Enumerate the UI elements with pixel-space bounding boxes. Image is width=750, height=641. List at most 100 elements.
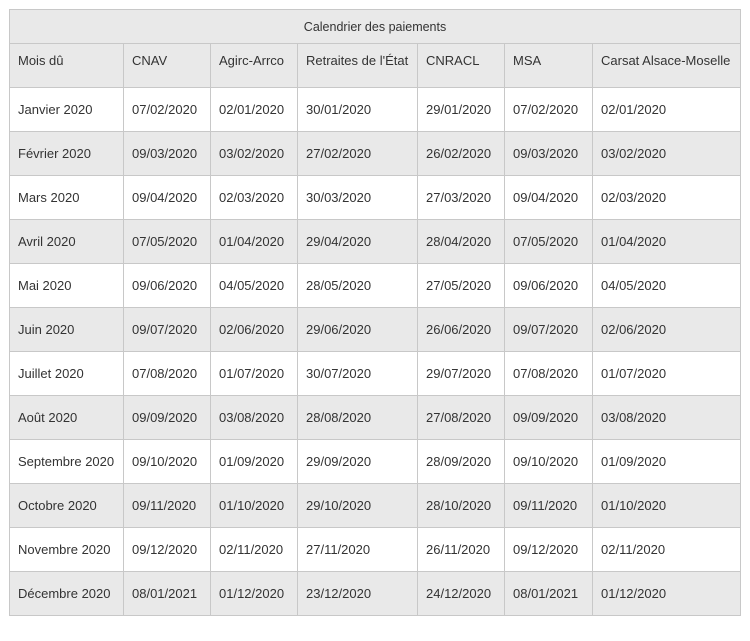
date-cell: 26/02/2020 [417, 131, 505, 176]
date-cell: 28/04/2020 [417, 219, 505, 264]
date-cell: 01/09/2020 [591, 439, 742, 484]
date-cell: 27/05/2020 [417, 263, 505, 308]
date-cell: 30/07/2020 [297, 351, 418, 396]
date-cell: 01/04/2020 [210, 219, 298, 264]
table-row: Juin 2020 09/07/2020 02/06/2020 29/06/2020 2… [9, 307, 742, 352]
table-caption: Calendrier des paiements [8, 9, 742, 44]
date-cell: 08/01/2021 [123, 571, 211, 616]
date-cell: 04/05/2020 [210, 263, 298, 308]
table-row: Mars 2020 09/04/2020 02/03/2020 30/03/2020 2… [9, 175, 742, 220]
date-cell: 01/09/2020 [210, 439, 298, 484]
date-cell: 01/12/2020 [210, 571, 298, 616]
date-cell: 09/11/2020 [504, 483, 593, 528]
table-row: Septembre 2020 09/10/2020 01/09/2020 29/09/… [9, 439, 742, 484]
date-cell: 01/04/2020 [591, 219, 742, 264]
table-row: Novembre 2020 09/12/2020 02/11/2020 27/11/2… [9, 527, 742, 572]
month-cell: Février 2020 [9, 131, 124, 176]
date-cell: 09/10/2020 [123, 439, 211, 484]
date-cell: 29/09/2020 [297, 439, 418, 484]
date-cell: 09/07/2020 [504, 307, 593, 352]
month-cell: Mars 2020 [9, 175, 124, 220]
month-cell: Avril 2020 [9, 219, 124, 264]
date-cell: 27/08/2020 [417, 395, 505, 440]
date-cell: 09/03/2020 [504, 131, 593, 176]
month-cell: Septembre 2020 [9, 439, 124, 484]
date-cell: 29/01/2020 [417, 87, 505, 132]
date-cell: 02/11/2020 [591, 527, 742, 572]
date-cell: 01/12/2020 [591, 571, 742, 616]
date-cell: 07/08/2020 [123, 351, 211, 396]
date-cell: 02/03/2020 [591, 175, 742, 220]
date-cell: 03/08/2020 [210, 395, 298, 440]
table-row: Octobre 2020 09/11/2020 01/10/2020 29/10/20… [9, 483, 742, 528]
table-body: Janvier 2020 07/02/2020 02/01/2020 30/01/20… [9, 87, 742, 616]
date-cell: 07/05/2020 [504, 219, 593, 264]
date-cell: 28/05/2020 [297, 263, 418, 308]
month-cell: Janvier 2020 [9, 87, 124, 132]
table-row: Décembre 2020 08/01/2021 01/12/2020 23/12/2… [9, 571, 742, 616]
date-cell: 09/12/2020 [123, 527, 211, 572]
month-cell: Juin 2020 [9, 307, 124, 352]
month-cell: Mai 2020 [9, 263, 124, 308]
column-header: CNAV [123, 43, 211, 88]
date-cell: 09/04/2020 [504, 175, 593, 220]
date-cell: 02/06/2020 [591, 307, 742, 352]
date-cell: 09/03/2020 [123, 131, 211, 176]
date-cell: 26/06/2020 [417, 307, 505, 352]
table-row: Janvier 2020 07/02/2020 02/01/2020 30/01/20… [9, 87, 742, 132]
date-cell: 02/03/2020 [210, 175, 298, 220]
date-cell: 27/11/2020 [297, 527, 418, 572]
date-cell: 28/09/2020 [417, 439, 505, 484]
header-row: Mois dû CNAV Agirc-Arrco Retraites de l'Éta… [9, 43, 742, 88]
column-header: CNRACL [417, 43, 505, 88]
date-cell: 04/05/2020 [591, 263, 742, 308]
date-cell: 23/12/2020 [297, 571, 418, 616]
date-cell: 09/09/2020 [123, 395, 211, 440]
table-row: Février 2020 09/03/2020 03/02/2020 27/02/20… [9, 131, 742, 176]
date-cell: 30/01/2020 [297, 87, 418, 132]
date-cell: 01/10/2020 [591, 483, 742, 528]
table-row: Juillet 2020 07/08/2020 01/07/2020 30/07/20… [9, 351, 742, 396]
date-cell: 26/11/2020 [417, 527, 505, 572]
date-cell: 29/06/2020 [297, 307, 418, 352]
date-cell: 30/03/2020 [297, 175, 418, 220]
column-header: Agirc-Arrco [210, 43, 298, 88]
date-cell: 01/10/2020 [210, 483, 298, 528]
date-cell: 09/04/2020 [123, 175, 211, 220]
date-cell: 24/12/2020 [417, 571, 505, 616]
date-cell: 28/08/2020 [297, 395, 418, 440]
date-cell: 07/02/2020 [123, 87, 211, 132]
payment-calendar: Calendrier des paiements Mois dû CNAV Agir… [8, 9, 742, 616]
date-cell: 29/10/2020 [297, 483, 418, 528]
month-cell: Août 2020 [9, 395, 124, 440]
column-header: MSA [504, 43, 593, 88]
table-row: Mai 2020 09/06/2020 04/05/2020 28/05/2020 27… [9, 263, 742, 308]
date-cell: 01/07/2020 [210, 351, 298, 396]
date-cell: 09/06/2020 [504, 263, 593, 308]
column-header: Carsat Alsace-Moselle [591, 43, 742, 88]
date-cell: 09/06/2020 [123, 263, 211, 308]
date-cell: 09/12/2020 [504, 527, 593, 572]
date-cell: 09/10/2020 [504, 439, 593, 484]
date-cell: 27/02/2020 [297, 131, 418, 176]
column-header: Mois dû [9, 43, 124, 88]
date-cell: 07/02/2020 [504, 87, 593, 132]
date-cell: 09/09/2020 [504, 395, 593, 440]
date-cell: 07/05/2020 [123, 219, 211, 264]
month-cell: Juillet 2020 [9, 351, 124, 396]
date-cell: 08/01/2021 [504, 571, 593, 616]
date-cell: 03/02/2020 [591, 131, 742, 176]
date-cell: 02/01/2020 [210, 87, 298, 132]
date-cell: 28/10/2020 [417, 483, 505, 528]
month-cell: Décembre 2020 [9, 571, 124, 616]
date-cell: 02/01/2020 [591, 87, 742, 132]
date-cell: 01/07/2020 [591, 351, 742, 396]
date-cell: 29/07/2020 [417, 351, 505, 396]
column-header: Retraites de l'État [297, 43, 418, 88]
payment-table: Calendrier des paiements Mois dû CNAV Agir… [8, 9, 742, 616]
month-cell: Octobre 2020 [9, 483, 124, 528]
date-cell: 09/07/2020 [123, 307, 211, 352]
date-cell: 03/02/2020 [210, 131, 298, 176]
date-cell: 07/08/2020 [504, 351, 593, 396]
date-cell: 02/11/2020 [210, 527, 298, 572]
